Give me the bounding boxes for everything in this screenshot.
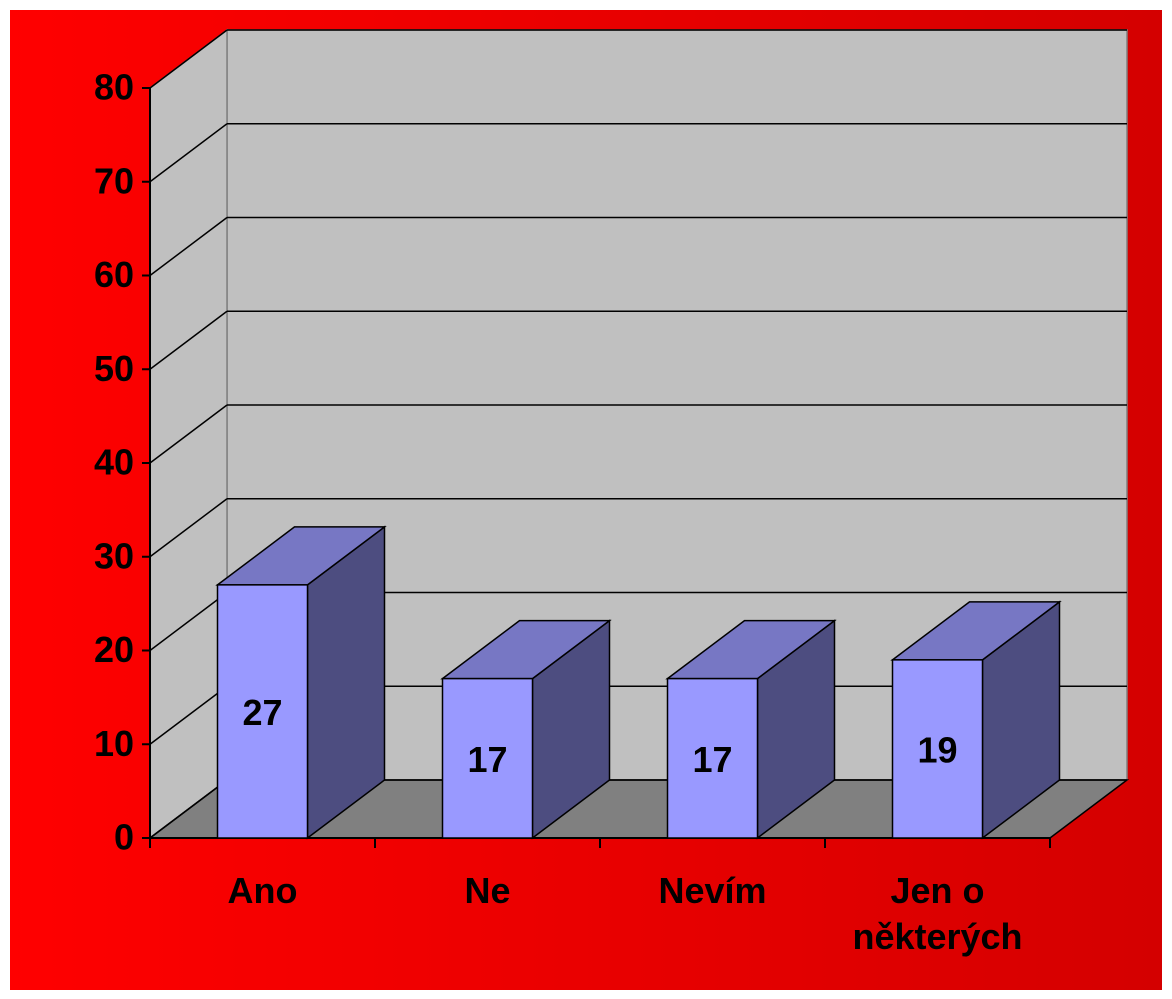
y-tick-label: 50	[94, 348, 134, 389]
bar	[215, 525, 387, 840]
y-tick-label: 40	[94, 442, 134, 483]
grid-line-side	[149, 591, 228, 652]
y-tick-label: 20	[94, 629, 134, 670]
x-tick-label: Nevím	[658, 870, 767, 911]
bar	[665, 619, 837, 840]
grid-line-side	[149, 29, 228, 89]
grid-line-side	[149, 685, 228, 745]
y-tick-label: 70	[94, 160, 134, 201]
grid-line-side	[149, 216, 228, 277]
grid-line-side	[149, 123, 228, 183]
x-tick-label: Jen o některých	[852, 870, 1023, 957]
y-tick-label: 10	[94, 723, 134, 764]
bar-front	[891, 659, 984, 839]
grid-line-side	[149, 310, 228, 370]
bar-front	[441, 677, 534, 839]
grid-line-side	[149, 498, 228, 558]
y-tick-label: 0	[114, 817, 134, 858]
y-tick-label: 30	[94, 535, 134, 576]
bar-front	[666, 677, 759, 839]
y-tick-label: 60	[94, 254, 134, 295]
bar	[890, 600, 1062, 840]
grid-line-side	[149, 404, 228, 464]
y-tick-label: 80	[94, 67, 134, 108]
value-label: 17	[692, 739, 732, 780]
value-label: 17	[467, 739, 507, 780]
value-label: 27	[242, 692, 282, 733]
bar-front	[216, 584, 309, 839]
value-label: 19	[917, 729, 957, 770]
x-tick-label: Ne	[464, 870, 511, 911]
grid-line-side	[149, 779, 228, 839]
bar	[440, 619, 612, 840]
x-tick-label: Ano	[227, 870, 298, 911]
